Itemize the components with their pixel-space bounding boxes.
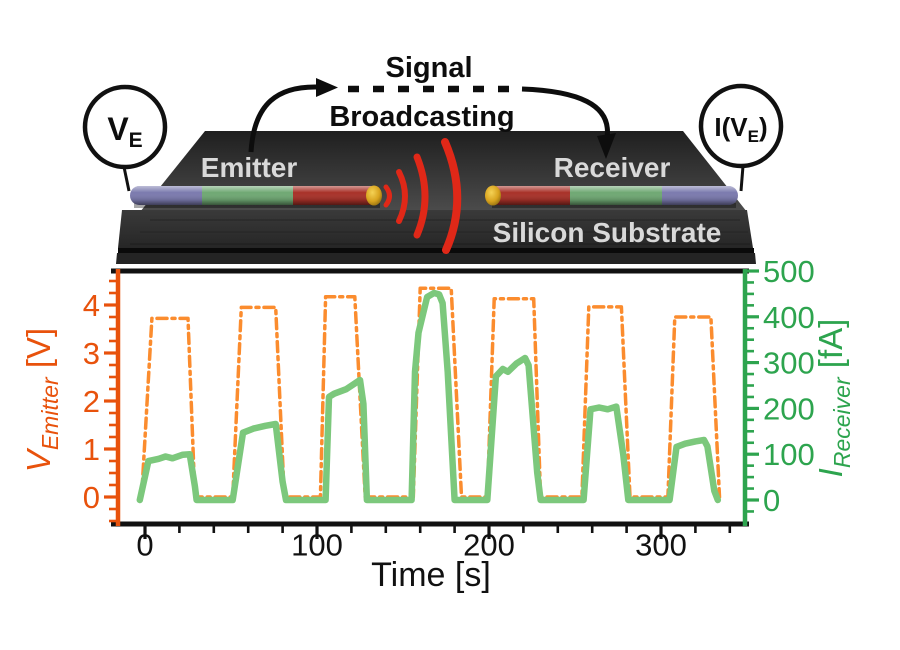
broadcast-arrow-left-head <box>316 78 338 97</box>
chart-plot-area: 0 100 200 300 0 1 2 3 4 0 100 200 300 400 500 <box>83 254 815 562</box>
ammeter-icon <box>698 83 784 169</box>
receiver-wire-shading <box>489 186 738 205</box>
emitter-label: Emitter <box>201 152 298 183</box>
signal-waves-icon <box>383 138 462 254</box>
x-axis-title: Time [s] <box>371 556 491 594</box>
signal-word: Signal <box>385 52 472 84</box>
emitter-gold-tip <box>366 185 382 206</box>
y-right-tick-label: 200 <box>763 391 815 426</box>
y-left-axis-title: VEmitter [V] <box>20 328 63 472</box>
series-v_emitter <box>139 286 722 499</box>
x-tick-label: 200 <box>463 527 515 562</box>
y-left-tick-label: 3 <box>83 336 100 371</box>
y-right-tick-label: 300 <box>763 346 815 381</box>
ammeter-label: I(VE) <box>714 112 767 146</box>
broadcast-arrow-right-head <box>597 133 616 159</box>
y-right-tick-label: 0 <box>763 483 780 518</box>
receiver-gold-tip <box>485 185 501 206</box>
receiver-nanowire <box>489 186 738 205</box>
y-right-axis-title: IReceiver [fA] <box>812 319 855 478</box>
receiver-wire-shadow <box>492 203 736 208</box>
broadcast-arrow-right <box>521 86 610 139</box>
broadcasting-word: Broadcasting <box>329 101 514 133</box>
y-right-tick-label: 500 <box>763 254 815 289</box>
broadcast-arrow-left <box>248 84 319 153</box>
receiver-label: Receiver <box>554 152 671 183</box>
emitter-wire-shading <box>130 186 380 205</box>
y-left-tick-label: 1 <box>83 432 100 467</box>
voltmeter-label: VE <box>107 111 142 152</box>
y-left-tick-label: 2 <box>83 384 100 419</box>
emitter-nanowire <box>130 186 380 205</box>
ammeter-lead-wire <box>739 165 745 192</box>
emitter-wire-shadow <box>134 203 380 208</box>
y-left-tick-label: 4 <box>83 288 100 323</box>
y-left-tick-label: 0 <box>83 480 100 515</box>
y-right-tick-label: 100 <box>763 437 815 472</box>
substrate-bottom-band <box>116 253 756 264</box>
substrate-groove <box>118 248 754 253</box>
y-right-tick-label: 400 <box>763 300 815 335</box>
curves-group <box>136 286 722 504</box>
x-tick-label: 0 <box>136 527 153 562</box>
voltmeter-icon <box>82 84 168 170</box>
substrate-label: Silicon Substrate <box>493 217 722 248</box>
iv-chart: 0 100 200 300 0 1 2 3 4 0 100 200 300 400 500 VEmitter… <box>20 254 855 594</box>
x-tick-label: 300 <box>635 527 687 562</box>
voltmeter-lead-wire <box>122 166 131 192</box>
device-illustration: VE I(VE) Signal Broadcasting Emitter Rec… <box>82 52 784 264</box>
series-i_receiver <box>136 289 722 504</box>
x-tick-label: 100 <box>291 527 343 562</box>
